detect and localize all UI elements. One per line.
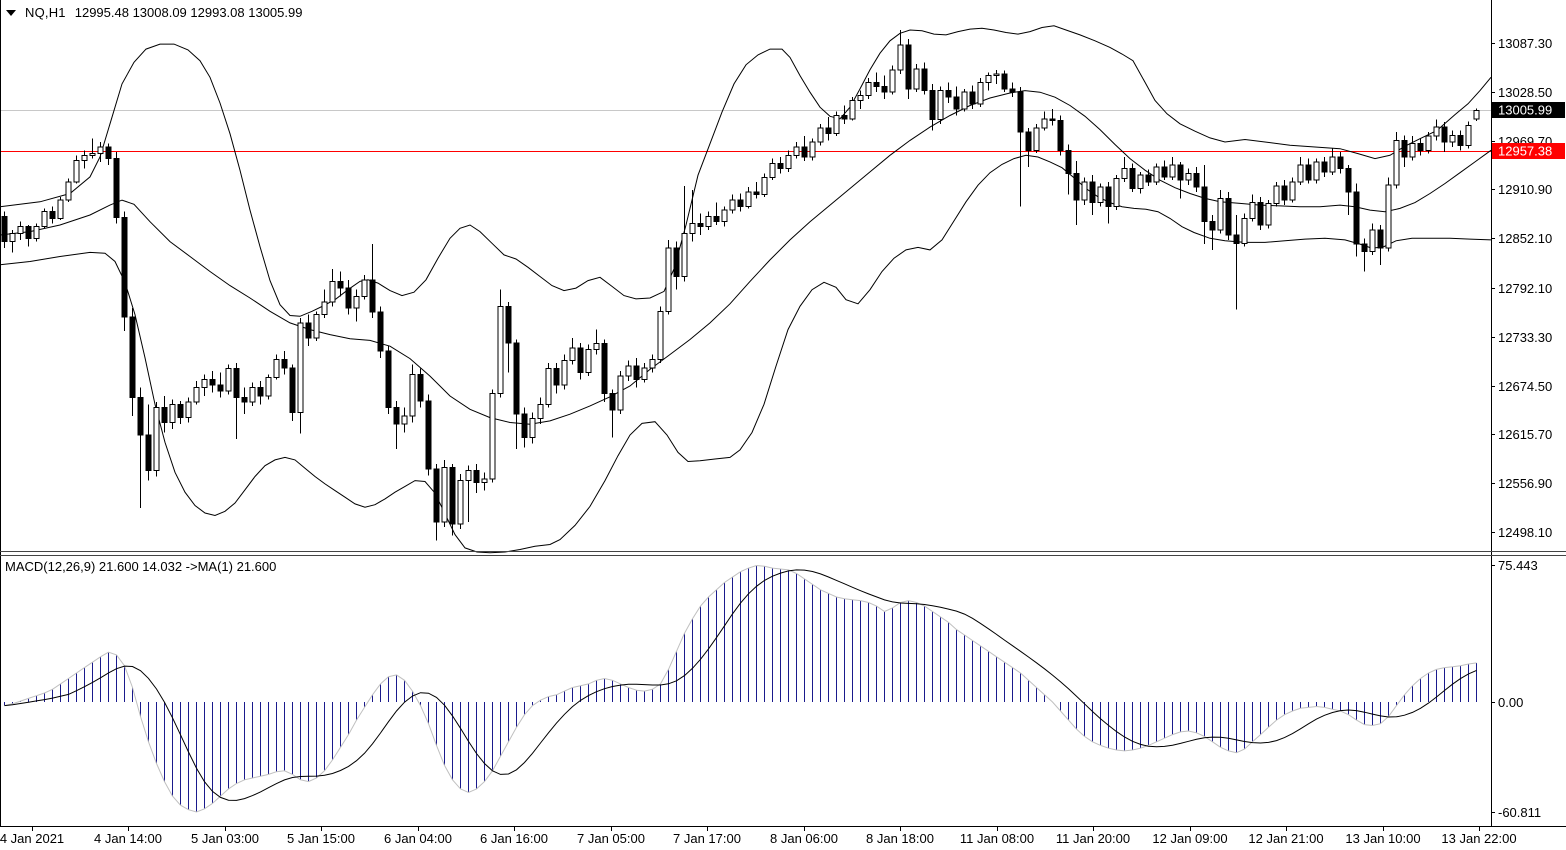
time-tick-label: 8 Jan 18:00 xyxy=(866,831,934,846)
macd-line xyxy=(4,564,1477,813)
macd-tick-label: 75.443 xyxy=(1498,558,1538,573)
bid-price-badge: 12957.38 xyxy=(1492,143,1565,159)
time-tick-label: 8 Jan 06:00 xyxy=(770,831,838,846)
time-tick-label: 6 Jan 16:00 xyxy=(480,831,548,846)
time-tick-label: 4 Jan 14:00 xyxy=(94,831,162,846)
price-tick-label: 12910.90 xyxy=(1498,182,1552,197)
price-tick-label: 12733.30 xyxy=(1498,330,1552,345)
time-tick-label: 13 Jan 10:00 xyxy=(1345,831,1420,846)
macd-tick-label: 0.00 xyxy=(1498,695,1523,710)
time-tick-label: 5 Jan 15:00 xyxy=(287,831,355,846)
price-tick-label: 12556.90 xyxy=(1498,476,1552,491)
time-tick-label: 5 Jan 03:00 xyxy=(191,831,259,846)
close-price-badge-bg xyxy=(1492,102,1565,118)
macd-histogram xyxy=(4,565,1477,812)
price-tick-label: 13028.50 xyxy=(1498,85,1552,100)
bollinger-middle-band xyxy=(0,90,1492,425)
panel-separator-handle[interactable] xyxy=(0,549,1566,558)
time-tick-label: 11 Jan 08:00 xyxy=(960,831,1034,846)
price-tick-label: 12498.10 xyxy=(1498,525,1552,540)
time-tick-label: 7 Jan 17:00 xyxy=(673,831,741,846)
bollinger-lower-band xyxy=(0,154,1492,554)
bid-price-badge-bg xyxy=(1492,143,1565,159)
close-price-badge-label: 13005.99 xyxy=(1498,103,1552,118)
price-tick-label: 12674.50 xyxy=(1498,379,1552,394)
close-price-badge: 13005.99 xyxy=(1492,102,1565,118)
price-tick-label: 12615.70 xyxy=(1498,427,1552,442)
macd-indicator-label: MACD(12,26,9) 21.600 14.032 ->MA(1) 21.6… xyxy=(5,559,277,574)
time-tick-label: 11 Jan 20:00 xyxy=(1056,831,1130,846)
time-tick-label: 4 Jan 2021 xyxy=(0,831,64,846)
symbol-label: NQ,H1 xyxy=(25,5,66,20)
quote-header: NQ,H1 12995.48 13008.09 12993.08 13005.9… xyxy=(6,5,302,20)
time-tick-label: 7 Jan 05:00 xyxy=(577,831,645,846)
candle-wicks xyxy=(4,30,1477,541)
bollinger-upper-band xyxy=(0,25,1492,317)
time-tick-label: 6 Jan 04:00 xyxy=(384,831,452,846)
macd-tick-label: -60.811 xyxy=(1498,805,1541,820)
collapse-arrow-icon[interactable] xyxy=(6,9,16,16)
candles-bullish xyxy=(9,44,1480,525)
price-tick-label: 12792.10 xyxy=(1498,281,1552,296)
quote-ohlc-label: 12995.48 13008.09 12993.08 13005.99 xyxy=(74,5,303,20)
bid-price-badge-label: 12957.38 xyxy=(1498,144,1552,159)
price-tick-label: 12852.10 xyxy=(1498,231,1552,246)
time-tick-label: 12 Jan 09:00 xyxy=(1152,831,1227,846)
time-tick-label: 13 Jan 22:00 xyxy=(1441,831,1516,846)
candles-bearish xyxy=(1,44,1464,525)
price-tick-label: 13087.30 xyxy=(1498,36,1552,51)
macd-signal-line xyxy=(4,569,1477,801)
time-tick-label: 12 Jan 21:00 xyxy=(1248,831,1323,846)
